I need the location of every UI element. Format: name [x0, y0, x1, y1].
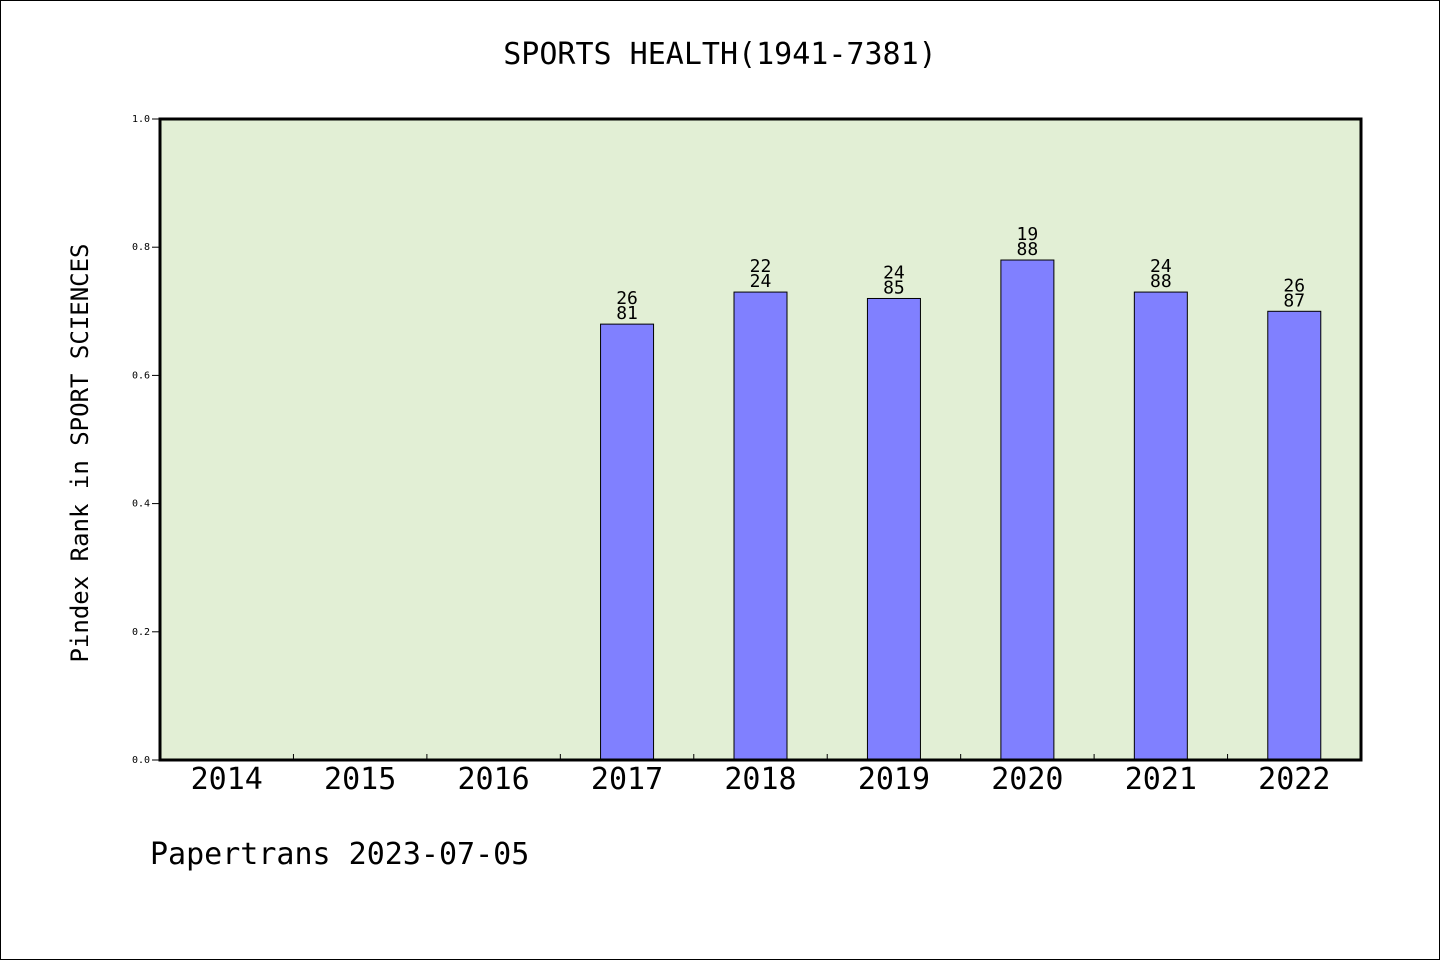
bar-label-top: 24 [1150, 256, 1172, 277]
bar-label-bottom: 88 [1150, 271, 1172, 292]
bar [1133, 291, 1188, 761]
chart-title: SPORTS HEALTH(1941-7381) [503, 37, 937, 72]
bar-label-top: 26 [1283, 275, 1305, 296]
bar-label-bottom: 85 [883, 277, 905, 298]
bar-label-top: 19 [1017, 224, 1039, 245]
bar-label-bottom: 24 [750, 271, 772, 292]
y-tick-label: 1.0 [132, 114, 150, 125]
y-tick-label: 0.2 [132, 627, 150, 638]
bar-label-top: 22 [750, 256, 772, 277]
x-tick-label: 2020 [991, 762, 1063, 797]
bar [1000, 259, 1055, 761]
bar [1267, 310, 1322, 761]
x-tick-label: 2017 [591, 762, 663, 797]
y-tick-label: 0.0 [132, 755, 150, 766]
x-tick-label: 2018 [724, 762, 796, 797]
bar [600, 323, 655, 761]
x-tick-label: 2016 [457, 762, 529, 797]
plot-frame [158, 117, 1363, 762]
y-tick-label: 0.4 [132, 499, 150, 510]
bar-label-top: 26 [616, 288, 638, 309]
bar-label-top: 24 [883, 262, 905, 283]
x-tick-label: 2022 [1258, 762, 1330, 797]
bar-label-bottom: 88 [1017, 239, 1039, 260]
y-tick-label: 0.6 [132, 370, 150, 381]
bar [866, 297, 921, 761]
bar-label-bottom: 87 [1283, 290, 1305, 311]
bar-label-bottom: 81 [616, 303, 638, 324]
x-tick-label: 2019 [858, 762, 930, 797]
bar [733, 291, 788, 761]
x-tick-label: 2014 [191, 762, 263, 797]
x-tick-label: 2015 [324, 762, 396, 797]
credit-line: Papertrans 2023-07-05 [150, 837, 530, 872]
x-tick-label: 2021 [1125, 762, 1197, 797]
y-tick-label: 0.8 [132, 242, 150, 253]
